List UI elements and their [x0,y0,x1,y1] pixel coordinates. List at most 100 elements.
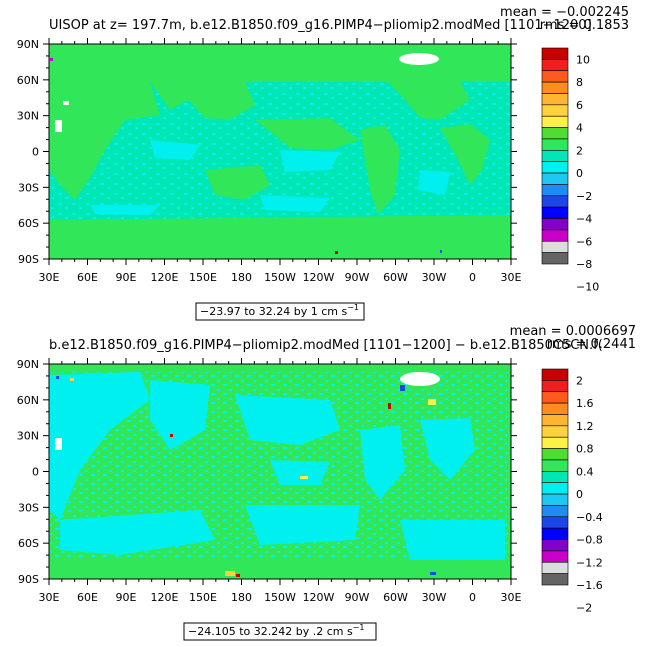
y-tick-label: 90N [17,358,39,371]
y-tick-label: 30S [18,501,39,514]
y-tick-label: 0 [32,146,39,159]
colorbar-label: −4 [576,213,592,226]
x-tick-label: 150W [264,271,296,284]
x-tick-label: 180 [231,591,252,604]
panel-1-missing-data [55,53,439,132]
colorbar-swatch [541,150,569,162]
panel-1-colorbar: 10 8 6 4 2 0 −2 −4 −6 −8 −10 [541,47,599,294]
x-tick-label: 90W [345,591,370,604]
colorbar-label: 10 [576,53,590,66]
colorbar-swatch [541,252,569,265]
panel-1-map [48,43,512,260]
colorbar-label: −10 [576,281,599,294]
x-tick-label: 90W [345,271,370,284]
panel-1-range-box: −23.97 to 32.24 by 1 cm s−1 [195,302,365,321]
y-tick-label: 30N [17,110,39,123]
panel-2-colorbar: 2 1.6 1.2 0.8 0.4 0 −0.4 −0.8 −1.2 −1.6 −2 [541,368,603,615]
x-tick-label: 30W [422,271,447,284]
colorbar-label: −1.6 [576,579,603,592]
colorbar-swatch [541,550,569,563]
panel-1-anomaly-patches [90,140,450,215]
colorbar-swatch [541,59,569,72]
x-tick-label: 30E [501,271,522,284]
colorbar-swatch [541,229,569,242]
panel-1: UISOP at z= 197.7m, b.e12.B1850.f09_g16.… [17,5,629,321]
colorbar-swatch [541,206,569,219]
panel-2-land [49,364,511,579]
colorbar-label: 0 [576,167,583,180]
svg-text:−23.97 to 32.24 by 1 cm s−1: −23.97 to 32.24 by 1 cm s−1 [200,303,359,318]
panel-2-range-box: −24.105 to 32.242 by .2 cm s−1 [183,622,377,641]
colorbar-swatch [541,414,569,427]
colorbar-label: 6 [576,99,583,112]
y-tick-label: 60N [17,74,39,87]
colorbar-swatch [541,482,569,495]
colorbar-swatch [541,380,569,393]
colorbar-swatch [541,184,569,197]
x-tick-label: 0 [469,591,476,604]
panel-2-x-axis: 30E 60E 90E 120E 150E 180 150W 120W 90W 60W 30W 0 30… [39,358,522,604]
colorbar-swatch [541,161,569,174]
panel-1-mean: mean = −0.002245 [500,5,629,20]
panel-2-range-text: −24.105 to 32.242 by .2 cm s [188,625,353,638]
colorbar-swatch [541,138,569,151]
y-tick-label: 90S [18,573,39,586]
colorbar-label: −0.8 [576,534,603,547]
y-tick-label: 90S [18,253,39,266]
x-tick-label: 30E [39,271,60,284]
panel-2-rms: rms = 0.2441 [547,337,636,352]
y-tick-label: 60S [18,537,39,550]
x-tick-label: 60W [383,271,408,284]
colorbar-label: −6 [576,235,592,248]
panel-1-land [49,44,511,259]
colorbar-swatch [541,516,569,529]
colorbar-swatch [541,93,569,106]
panel-2-missing-data [55,372,440,450]
y-tick-label: 60S [18,217,39,230]
panel-1-y-axis: 90N 60N 30N 0 30S 60S 90S [17,38,517,266]
colorbar-label: 4 [576,122,583,135]
panel-1-x-axis: 30E 60E 90E 120E 150E 180 150W 120W 90W 60W 30W 0 30… [39,38,522,284]
colorbar-swatch [541,240,569,253]
colorbar-swatch [541,573,569,586]
x-tick-label: 120W [303,591,335,604]
colorbar-swatch [541,471,569,483]
colorbar-swatch [541,81,569,94]
colorbar-label: −1.2 [576,556,603,569]
panel-2-map [48,363,512,580]
x-tick-label: 150W [264,591,296,604]
colorbar-label: 0.8 [576,443,594,456]
colorbar-swatch [541,539,569,552]
y-tick-label: 90N [17,38,39,51]
panel-2-y-axis: 90N 60N 30N 0 30S 60S 90S [17,358,517,586]
colorbar-label: −2 [576,190,592,203]
panel-2: b.e12.B1850.f09_g16.PIMP4−pliomip2.modMe… [17,324,636,641]
panel-1-range-text: −23.97 to 32.24 by 1 cm s [200,305,347,318]
y-tick-label: 0 [32,466,39,479]
colorbar-label: 1.2 [576,420,594,433]
x-tick-label: 120E [151,591,179,604]
colorbar-swatch [541,448,569,461]
x-tick-label: 0 [469,271,476,284]
colorbar-swatch [541,561,569,574]
colorbar-label: 2 [576,144,583,157]
x-tick-label: 30E [39,591,60,604]
panel-1-rms: rms = 0.1853 [540,18,629,33]
colorbar-swatch [541,368,569,381]
colorbar-swatch [541,459,569,472]
x-tick-label: 30W [422,591,447,604]
colorbar-label: 8 [576,76,583,89]
svg-text:−24.105 to 32.242 by .2 cm s−1: −24.105 to 32.242 by .2 cm s−1 [188,623,365,638]
colorbar-swatch [541,493,569,506]
colorbar-label: −8 [576,258,592,271]
x-tick-label: 120E [151,271,179,284]
panel-1-extreme-points [50,58,442,254]
colorbar-label: 0.4 [576,465,594,478]
x-tick-label: 150E [189,591,217,604]
x-tick-label: 60E [77,271,98,284]
y-tick-label: 30N [17,430,39,443]
x-tick-label: 180 [231,271,252,284]
colorbar-label: −2 [576,602,592,615]
colorbar-swatch [541,391,569,404]
